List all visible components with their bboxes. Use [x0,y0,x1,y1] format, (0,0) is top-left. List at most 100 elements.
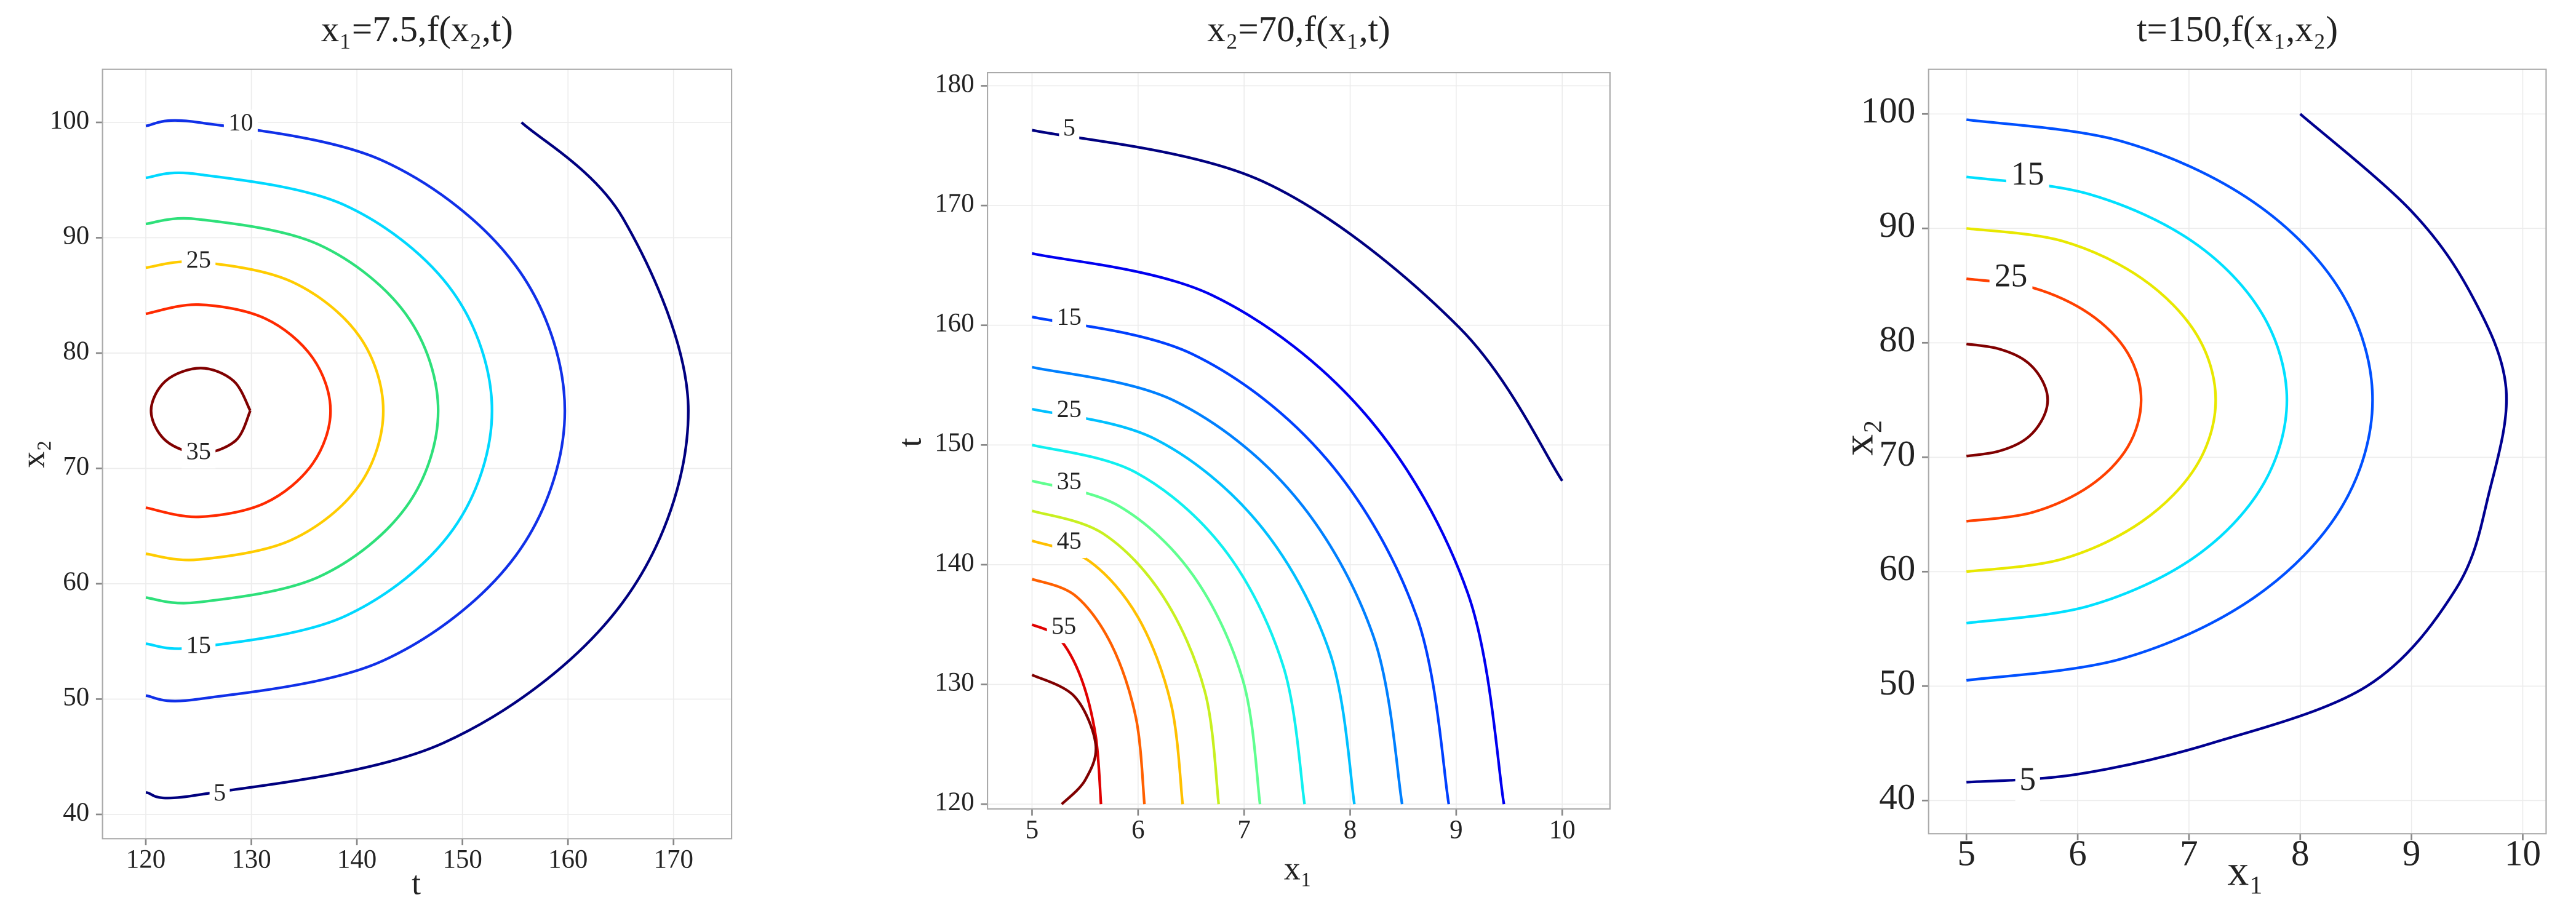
y-tick-label: 70 [1879,433,1915,474]
y-tick-label: 90 [63,221,89,250]
label-background [181,438,216,469]
y-axis-label: t [891,438,928,447]
x-tick-label: 160 [548,845,588,874]
contour-line [145,303,332,519]
chart-panel: x₂=70,f(x₁,t) 5 6 7 8 9 10 120 130 140 150 160 170 18… [891,9,1611,886]
contour-line [145,217,440,605]
label-background [209,779,230,810]
y-tick-label: 160 [935,309,974,338]
y-tick-label: 50 [63,682,89,711]
label-background [1052,304,1087,335]
contour-line [1966,343,2049,458]
plot-frame [987,72,1611,810]
y-tick-label: 180 [935,69,974,98]
x-tick-label: 170 [654,845,693,874]
label-background [181,632,216,663]
x-axis-label: x₁ [2227,847,2263,894]
chart-title: t=150,f(x₁,x₂) [2137,9,2338,49]
x-tick-label: 5 [1957,832,1976,873]
label-background [181,247,216,277]
contour-line [1031,365,1404,805]
x-tick-label: 5 [1026,815,1039,844]
plot-frame [1928,68,2547,835]
contour-label: 35 [186,437,211,464]
contour-label: 45 [1057,527,1082,554]
y-tick-label: 60 [63,567,89,596]
chart-title: x₁=7.5,f(x₂,t) [321,9,513,49]
x-axis-label: t [412,864,421,901]
label-background [2015,762,2040,802]
contour-line [1031,578,1146,805]
y-tick-label: 40 [1879,776,1915,817]
contour-line [1031,674,1098,805]
contour-line [145,260,385,562]
y-tick-label: 170 [935,189,974,218]
contour-line [1966,175,2289,625]
label-background [223,110,258,140]
contour-label: 15 [1057,303,1082,330]
x-tick-label: 10 [2505,832,2541,873]
label-background [1047,613,1081,643]
x-tick-label: 150 [442,845,482,874]
contour-label: 55 [1051,611,1076,639]
contour-line [1031,509,1220,805]
contour-line [1031,540,1184,805]
x-axis-label: x₁ [1284,850,1312,886]
y-tick-label: 130 [935,667,974,696]
label-background [2006,157,2049,197]
x-tick-label: 6 [2068,832,2087,873]
contour-label: 5 [213,778,226,806]
y-tick-label: 80 [63,337,89,365]
label-background [1052,468,1087,498]
contour-label: 15 [2011,155,2044,192]
x-tick-label: 130 [231,845,271,874]
x-tick-label: 140 [337,845,377,874]
chart-title: x₂=70,f(x₁,t) [1207,9,1390,49]
contour-label: 25 [1995,257,2028,293]
x-tick-label: 6 [1131,815,1144,844]
x-tick-label: 10 [1549,815,1576,844]
contour-line [1031,316,1450,805]
contour-line [1031,407,1356,805]
x-tick-label: 7 [2180,832,2198,873]
contour-line [1966,118,2374,682]
contour-label: 15 [186,631,211,658]
x-tick-label: 9 [1449,815,1462,844]
y-tick-label: 140 [935,548,974,577]
x-tick-label: 8 [2291,832,2310,873]
contour-label: 25 [186,245,211,273]
contour-line [145,119,567,703]
contour-label: 5 [2019,760,2036,797]
y-tick-label: 40 [63,798,89,827]
contour-line [1032,129,1564,482]
label-background [1052,528,1087,559]
y-tick-label: 100 [1861,90,1916,130]
contour-line [1966,277,2143,523]
contour-line [145,121,690,800]
x-tick-label: 7 [1237,815,1250,844]
contour-line [1966,113,2508,784]
chart-panel: t=150,f(x₁,x₂)5 6 7 8 9 10405060708090100x₁x₂… [1835,9,2547,894]
y-tick-label: 120 [935,787,974,816]
contour-label: 35 [1057,467,1082,495]
contour-line [1966,227,2217,573]
plot-frame [102,68,733,840]
contour-line [1031,479,1262,805]
x-tick-label: 120 [126,845,165,874]
contour-line [1031,252,1505,805]
y-tick-label: 90 [1879,204,1915,245]
y-tick-label: 80 [1879,319,1915,359]
y-tick-label: 100 [50,106,89,135]
contour-label: 25 [1057,395,1082,423]
label-background [1059,115,1080,145]
x-tick-label: 8 [1344,815,1357,844]
y-tick-label: 70 [63,452,89,480]
y-tick-label: 150 [935,428,974,457]
y-tick-label: 60 [1879,548,1915,588]
contour-line [145,171,493,650]
contour-line [150,367,252,455]
contour-label: 5 [1063,114,1075,141]
chart-panel: x₁=7.5,f(x₂,t) 120 130 140 150 160 170 40 50 60 70… [15,9,733,901]
contour-line [1031,444,1306,805]
